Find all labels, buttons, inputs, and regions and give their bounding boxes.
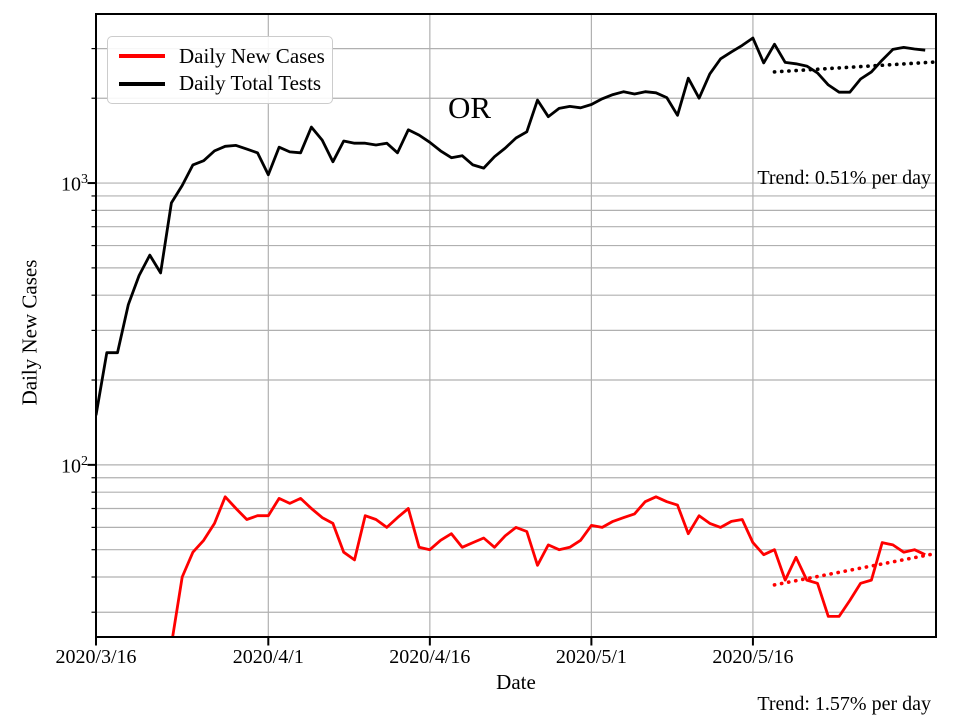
legend-label-daily-total-tests: Daily Total Tests: [179, 71, 322, 96]
y-tick-label: 102: [61, 453, 88, 478]
total-tests-trend-line: [772, 60, 936, 74]
y-tick-label: 103: [61, 172, 88, 196]
legend: Daily New Cases Daily Total Tests: [107, 36, 333, 104]
plot-frame: [95, 13, 937, 638]
x-tick-label: 2020/5/16: [712, 646, 794, 668]
new-cases-trend-annotation: Trend: 1.57% per day: [757, 693, 931, 715]
tick-marks: [87, 47, 754, 646]
x-tick-label: 2020/4/16: [389, 646, 471, 668]
legend-item-daily-new-cases: Daily New Cases: [108, 43, 332, 68]
gridlines: [96, 14, 936, 637]
legend-label-daily-new-cases: Daily New Cases: [179, 43, 325, 68]
x-tick-label: 2020/5/1: [555, 646, 627, 668]
total-tests-trend-annotation: Trend: 0.51% per day: [757, 167, 931, 189]
legend-swatch-red-line: [119, 54, 165, 58]
x-axis-label: Date: [496, 670, 536, 694]
series-line-daily-new-cases: [171, 495, 926, 637]
chart-title: OR: [448, 90, 492, 125]
x-tick-label: 2020/3/16: [55, 646, 137, 668]
series-line-daily-total-tests: [96, 36, 926, 416]
new-cases-trend-line: [772, 551, 936, 587]
legend-swatch-black-line: [119, 82, 165, 86]
legend-item-daily-total-tests: Daily Total Tests: [108, 73, 332, 94]
x-tick-label: 2020/4/1: [232, 646, 304, 668]
y-axis-label: Daily New Cases: [17, 259, 42, 406]
